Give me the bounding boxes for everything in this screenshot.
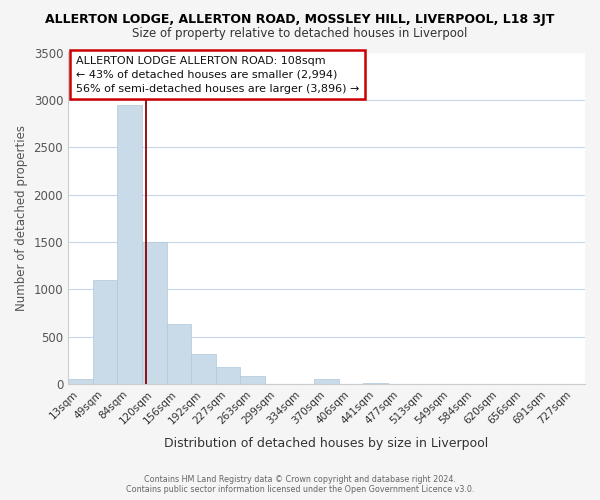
Text: Size of property relative to detached houses in Liverpool: Size of property relative to detached ho… <box>133 28 467 40</box>
Bar <box>92 280 117 384</box>
Bar <box>167 324 191 384</box>
Bar <box>314 380 339 384</box>
Text: Contains HM Land Registry data © Crown copyright and database right 2024.
Contai: Contains HM Land Registry data © Crown c… <box>126 474 474 494</box>
Bar <box>216 366 241 384</box>
Bar <box>241 376 265 384</box>
Text: ALLERTON LODGE, ALLERTON ROAD, MOSSLEY HILL, LIVERPOOL, L18 3JT: ALLERTON LODGE, ALLERTON ROAD, MOSSLEY H… <box>46 12 554 26</box>
Bar <box>142 242 167 384</box>
Text: ALLERTON LODGE ALLERTON ROAD: 108sqm
← 43% of detached houses are smaller (2,994: ALLERTON LODGE ALLERTON ROAD: 108sqm ← 4… <box>76 56 359 94</box>
Bar <box>117 104 142 384</box>
Bar <box>191 354 216 384</box>
Bar <box>68 380 92 384</box>
Bar <box>364 382 388 384</box>
X-axis label: Distribution of detached houses by size in Liverpool: Distribution of detached houses by size … <box>164 437 488 450</box>
Y-axis label: Number of detached properties: Number of detached properties <box>15 126 28 312</box>
